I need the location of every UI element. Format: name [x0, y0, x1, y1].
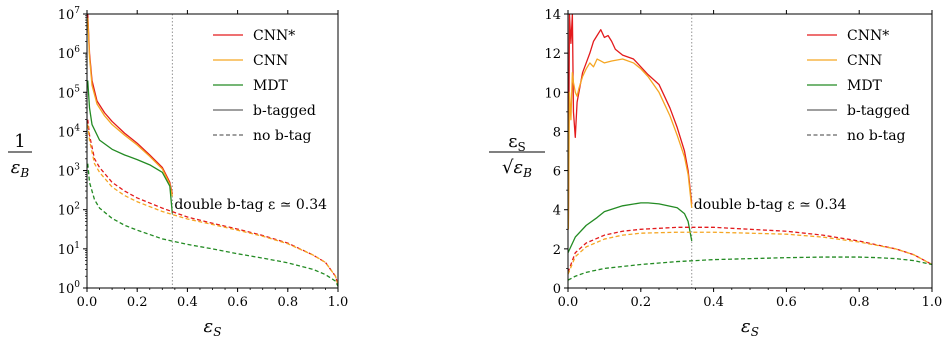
legend-entry: CNN	[253, 53, 288, 69]
x-tick-label: 0.8	[849, 295, 870, 310]
legend-entry: MDT	[253, 78, 289, 94]
y-tick-label: 2	[553, 243, 561, 258]
series-line-mdt	[568, 202, 693, 254]
axes-frame	[86, 13, 339, 289]
series-line-mdt-no-b-tag	[87, 163, 338, 287]
x-tick-label: 0.2	[630, 295, 651, 310]
y-tick-label: 102	[58, 202, 80, 219]
x-tick-label: 0.6	[776, 295, 797, 310]
threshold-annotation: double b-tag ε ≃ 0.34	[694, 197, 847, 213]
series-line-cnn-no-b-tag	[568, 231, 932, 275]
y-tick-label: 14	[544, 8, 561, 23]
legend-entry: b-tagged	[847, 103, 910, 119]
series-line-mdt-no-b-tag	[568, 256, 932, 281]
x-tick-label: 0.0	[558, 295, 579, 310]
x-tick-label: 0.4	[703, 295, 724, 310]
legend-entry: CNN*	[847, 28, 889, 44]
x-axis-label: εS	[204, 316, 222, 339]
x-axis-label: εS	[741, 316, 759, 339]
legend-entry: CNN*	[253, 28, 295, 44]
x-tick-label: 0.8	[277, 295, 298, 310]
y-axis-label-numerator: εS	[508, 131, 526, 154]
y-tick-label: 105	[58, 84, 81, 101]
right-chart-panel: 0.0 0.2 0.4 0.6 0.8 1.0 0 2 4 6 8 10 12 14 εS εS √εB doub…	[489, 8, 942, 339]
y-tick-label: 104	[58, 123, 81, 140]
y-tick-label: 12	[544, 47, 561, 62]
y-tick-label: 107	[58, 6, 81, 23]
y-axis-label-denominator: √εB	[502, 157, 532, 180]
left-chart-panel: 0.0 0.2 0.4 0.6 0.8 1.0 100 101 102 103 104 105 106 1…	[8, 6, 348, 339]
y-tick-label: 100	[58, 280, 81, 297]
x-tick-label: 1.0	[922, 295, 943, 310]
y-tick-label: 101	[58, 241, 80, 258]
y-axis-label-denominator: εB	[11, 157, 30, 180]
threshold-annotation: double b-tag ε ≃ 0.34	[174, 197, 327, 213]
series-line-cnn-no-b-tag	[87, 124, 338, 286]
x-tick-label: 0.0	[77, 295, 98, 310]
x-tick-label: 1.0	[328, 295, 349, 310]
legend-entry: b-tagged	[253, 103, 316, 119]
x-tick-label: 0.4	[177, 295, 198, 310]
series-line-cnn-no-b-tag	[568, 226, 932, 273]
legend-entry: MDT	[847, 78, 883, 94]
series-line-cnn	[87, 17, 173, 197]
legend-entry: no b-tag	[253, 128, 312, 144]
y-tick-label: 8	[553, 125, 561, 140]
series-line-cnn	[568, 58, 693, 230]
x-tick-label: 0.6	[227, 295, 248, 310]
series-group	[568, 14, 932, 281]
y-tick-label: 4	[553, 204, 561, 219]
y-tick-label: 6	[553, 165, 561, 180]
legend-entry: no b-tag	[847, 128, 906, 144]
y-tick-label: 10	[544, 86, 561, 101]
y-tick-label: 0	[553, 282, 561, 297]
x-tick-label: 0.2	[127, 295, 148, 310]
legend-entry: CNN	[847, 53, 882, 69]
series-line-mdt	[87, 80, 173, 214]
y-tick-label: 103	[58, 163, 81, 180]
y-axis-label-numerator: 1	[14, 131, 25, 152]
series-group	[87, 14, 338, 287]
series-line-cnn-	[568, 14, 693, 230]
y-tick-label: 106	[58, 45, 81, 62]
